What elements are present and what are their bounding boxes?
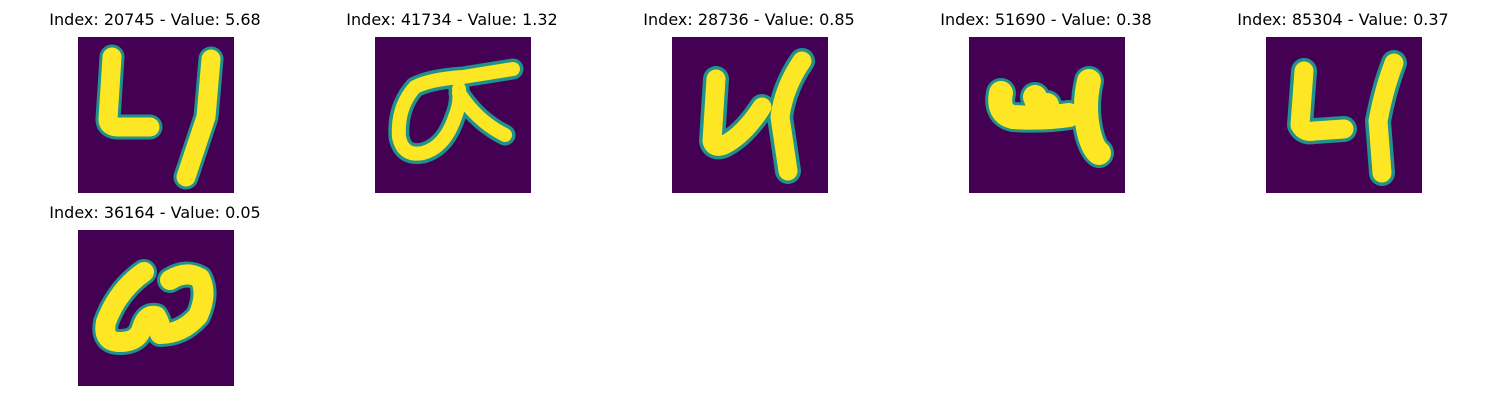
- image-panel: Index: 36164 - Value: 0.05: [0, 203, 300, 393]
- panel-title: Index: 41734 - Value: 1.32: [346, 10, 558, 29]
- image-panel: Index: 51690 - Value: 0.38: [891, 10, 1191, 200]
- panel-title: Index: 51690 - Value: 0.38: [940, 10, 1152, 29]
- digit-image: [672, 37, 828, 193]
- image-panel: Index: 85304 - Value: 0.37: [1188, 10, 1488, 200]
- image-panel: Index: 20745 - Value: 5.68: [0, 10, 300, 200]
- digit-image: [1266, 37, 1422, 193]
- panel-title: Index: 28736 - Value: 0.85: [643, 10, 855, 29]
- image-panel: Index: 28736 - Value: 0.85: [594, 10, 894, 200]
- digit-image: [969, 37, 1125, 193]
- panel-title: Index: 36164 - Value: 0.05: [49, 203, 261, 222]
- image-panel: Index: 41734 - Value: 1.32: [297, 10, 597, 200]
- panel-title: Index: 85304 - Value: 0.37: [1237, 10, 1449, 29]
- digit-image: [375, 37, 531, 193]
- digit-image: [78, 230, 234, 386]
- digit-image: [78, 37, 234, 193]
- panel-title: Index: 20745 - Value: 5.68: [49, 10, 261, 29]
